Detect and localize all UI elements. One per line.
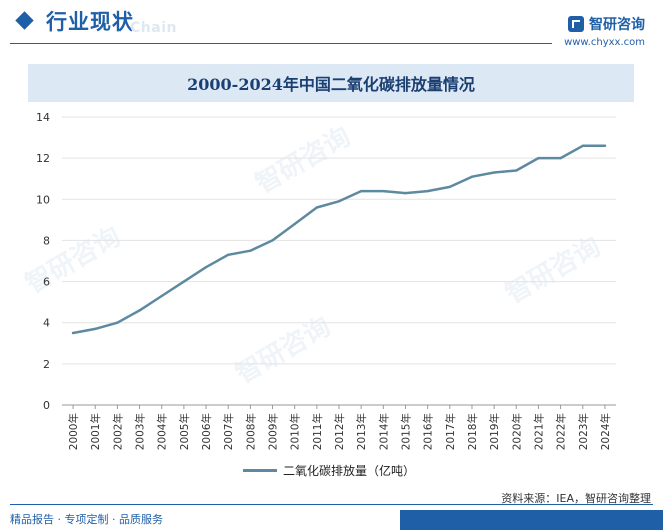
x-tick-label: 2008年 bbox=[244, 413, 257, 450]
x-tick-label: 2013年 bbox=[355, 413, 368, 450]
y-tick-label: 12 bbox=[36, 152, 50, 165]
brand-name: 智研咨询 bbox=[589, 17, 645, 33]
data-point bbox=[448, 185, 451, 189]
x-tick-label: 2014年 bbox=[377, 413, 390, 450]
brand-logo-icon bbox=[568, 16, 584, 32]
x-tick-label: 2016年 bbox=[422, 413, 435, 450]
footer-slogan: 精品报告 · 专项定制 · 品质服务 bbox=[10, 513, 163, 526]
footer: 资料来源：IEA，智研咨询整理 精品报告 · 专项定制 · 品质服务 bbox=[0, 490, 663, 530]
data-point bbox=[71, 331, 75, 335]
y-tick-label: 6 bbox=[43, 276, 50, 289]
data-point bbox=[603, 144, 607, 147]
data-point bbox=[382, 189, 385, 193]
data-point bbox=[116, 321, 119, 324]
x-tick-label: 2021年 bbox=[532, 413, 545, 450]
y-tick-label: 14 bbox=[36, 111, 50, 124]
section-ghost-text: Chain bbox=[130, 20, 177, 36]
x-tick-label: 2004年 bbox=[156, 413, 169, 450]
y-tick-label: 10 bbox=[36, 193, 50, 206]
data-point bbox=[315, 206, 319, 209]
x-tick-label: 2003年 bbox=[134, 413, 147, 450]
data-point bbox=[94, 327, 97, 331]
brand-url: www.chyxx.com bbox=[564, 37, 645, 48]
data-point bbox=[470, 175, 474, 178]
data-point bbox=[515, 169, 518, 172]
x-tick-label: 2009年 bbox=[267, 413, 280, 450]
x-tick-label: 2020年 bbox=[510, 413, 523, 450]
section-title: 行业现状 bbox=[46, 10, 134, 34]
x-tick-label: 2012年 bbox=[333, 413, 346, 450]
chart-title: 2000-2024年中国二氧化碳排放量情况 bbox=[187, 75, 475, 94]
legend: 二氧化碳排放量（亿吨） bbox=[243, 462, 415, 479]
data-point bbox=[182, 280, 186, 283]
data-point bbox=[426, 189, 429, 193]
header-divider bbox=[10, 43, 552, 44]
x-tick-label: 2011年 bbox=[311, 413, 324, 450]
legend-label: 二氧化碳排放量（亿吨） bbox=[283, 464, 416, 478]
x-tick-label: 2002年 bbox=[111, 413, 124, 450]
x-tick-label: 2015年 bbox=[399, 413, 412, 450]
footer-bar bbox=[400, 510, 663, 530]
header: 行业现状 Chain 智研咨询 www.chyxx.com bbox=[0, 0, 663, 56]
data-point bbox=[249, 249, 252, 252]
x-tick-label: 2024年 bbox=[599, 413, 612, 450]
x-tick-label: 2017年 bbox=[444, 413, 457, 450]
data-point bbox=[559, 156, 562, 160]
chart-title-bar: 2000-2024年中国二氧化碳排放量情况 bbox=[28, 64, 634, 102]
data-point bbox=[204, 265, 208, 269]
data-point bbox=[160, 294, 163, 298]
x-tick-label: 2023年 bbox=[577, 413, 590, 450]
data-point bbox=[271, 239, 274, 242]
data-point bbox=[537, 156, 540, 160]
y-tick-label: 0 bbox=[43, 399, 50, 412]
x-tick-label: 2005年 bbox=[178, 413, 191, 450]
x-tick-label: 2007年 bbox=[222, 413, 235, 450]
series-line bbox=[71, 144, 607, 335]
x-tick-label: 2006年 bbox=[200, 413, 213, 450]
footer-source: 资料来源：IEA，智研咨询整理 bbox=[501, 492, 651, 505]
legend-swatch bbox=[243, 469, 277, 472]
brand: 智研咨询 bbox=[568, 14, 645, 34]
y-tick-label: 2 bbox=[43, 358, 50, 371]
x-tick-label: 2022年 bbox=[555, 413, 568, 450]
data-point bbox=[337, 200, 341, 203]
data-point bbox=[227, 253, 230, 257]
y-tick-label: 4 bbox=[43, 317, 50, 330]
data-point bbox=[293, 222, 296, 226]
data-point bbox=[404, 191, 407, 195]
x-tick-label: 2019年 bbox=[488, 413, 501, 450]
y-tick-label: 8 bbox=[43, 234, 50, 247]
data-point bbox=[359, 189, 363, 193]
x-tick-label: 2010年 bbox=[289, 413, 302, 450]
x-tick-label: 2000年 bbox=[67, 413, 80, 450]
data-point bbox=[581, 144, 584, 147]
data-point bbox=[492, 171, 496, 174]
footer-divider bbox=[10, 504, 653, 505]
x-tick-label: 2018年 bbox=[466, 413, 479, 450]
x-tick-label: 2001年 bbox=[89, 413, 102, 450]
data-point bbox=[138, 309, 141, 312]
